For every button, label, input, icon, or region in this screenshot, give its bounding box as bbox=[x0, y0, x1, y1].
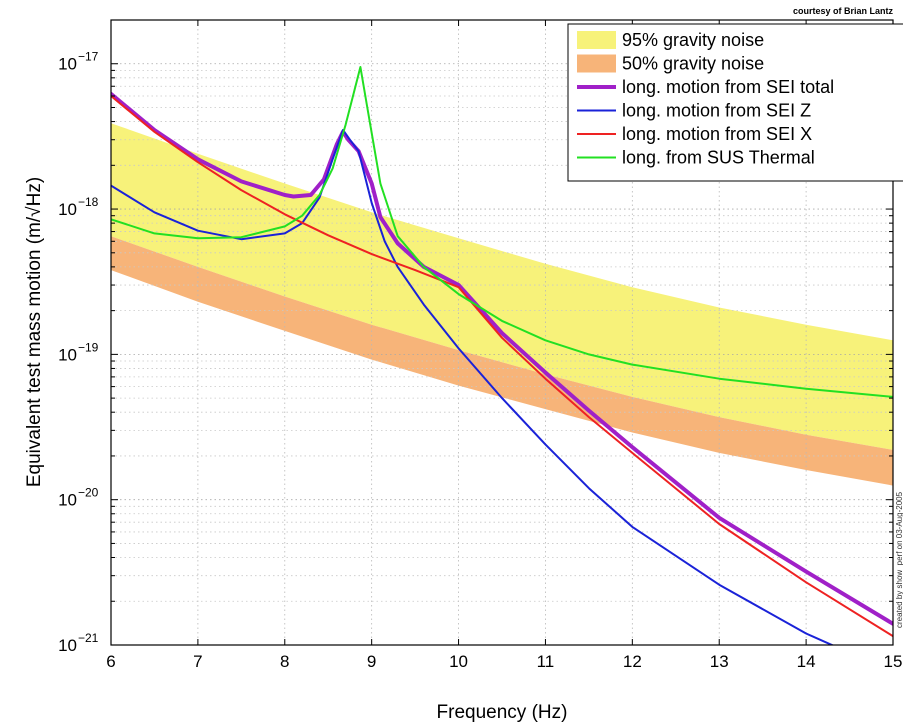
series-line-1 bbox=[111, 129, 835, 645]
y-tick-label: 10 −17 bbox=[58, 50, 99, 74]
x-tick-label: 15 bbox=[884, 652, 903, 671]
legend: 95% gravity noise 50% gravity noise long. … bbox=[567, 23, 903, 182]
x-tick-label: 9 bbox=[367, 652, 376, 671]
y-tick-base: 10 bbox=[58, 200, 77, 219]
legend-label: long. from SUS Thermal bbox=[622, 148, 815, 168]
y-axis-label: Equivalent test mass motion (m/√Hz) bbox=[24, 177, 45, 487]
legend-entry: long. motion from SEI Z bbox=[577, 101, 811, 121]
y-tick-label: 10 −21 bbox=[58, 631, 99, 655]
y-tick-exponent: −19 bbox=[78, 340, 99, 354]
legend-entry: 95% gravity noise bbox=[577, 30, 764, 50]
x-tick-label: 13 bbox=[710, 652, 729, 671]
legend-label: 50% gravity noise bbox=[622, 54, 764, 74]
y-tick-exponent: −21 bbox=[78, 631, 99, 645]
x-axis-label: Frequency (Hz) bbox=[437, 702, 568, 723]
legend-entry: long. motion from SEI X bbox=[577, 124, 812, 144]
legend-swatch bbox=[577, 31, 616, 49]
x-tick-label: 7 bbox=[193, 652, 202, 671]
legend-label: long. motion from SEI total bbox=[622, 77, 834, 97]
y-tick-exponent: −18 bbox=[78, 195, 99, 209]
series-line-3 bbox=[111, 66, 893, 398]
legend-swatch bbox=[577, 54, 616, 73]
legend-entry: long. motion from SEI total bbox=[577, 77, 834, 97]
credit-text: courtesy of Brian Lantz bbox=[793, 6, 894, 16]
y-tick-label: 10 −18 bbox=[58, 195, 99, 219]
legend-label: long. motion from SEI Z bbox=[622, 101, 811, 121]
legend-label: 95% gravity noise bbox=[622, 30, 764, 50]
y-tick-label: 10 −19 bbox=[58, 340, 99, 364]
x-tick-label: 11 bbox=[537, 652, 555, 671]
x-tick-label: 10 bbox=[449, 652, 468, 671]
y-tick-base: 10 bbox=[58, 55, 77, 74]
x-tick-label: 12 bbox=[623, 652, 642, 671]
x-tick-label: 6 bbox=[106, 652, 115, 671]
y-tick-base: 10 bbox=[58, 491, 77, 510]
y-tick-exponent: −20 bbox=[78, 486, 99, 500]
legend-entry: 50% gravity noise bbox=[577, 54, 764, 74]
x-tick-label: 8 bbox=[280, 652, 289, 671]
y-tick-exponent: −17 bbox=[78, 50, 99, 64]
y-tick-label: 10 −20 bbox=[58, 486, 99, 510]
legend-entry: long. from SUS Thermal bbox=[577, 148, 815, 168]
series-layer bbox=[111, 66, 893, 645]
y-tick-base: 10 bbox=[58, 636, 77, 655]
x-tick-labels: 6 7 8 9 10 11 12 13 14 15 bbox=[106, 652, 902, 671]
legend-box bbox=[567, 23, 903, 182]
legend-label: long. motion from SEI X bbox=[622, 124, 812, 144]
plot-frame bbox=[110, 19, 894, 646]
y-tick-base: 10 bbox=[58, 345, 77, 364]
x-tick-label: 14 bbox=[797, 652, 816, 671]
ticks-layer bbox=[110, 19, 894, 646]
created-by-stamp: created by show_perf on 03-Aug-2005 bbox=[895, 491, 903, 628]
series-line-2 bbox=[111, 95, 893, 638]
series-line-0 bbox=[111, 91, 893, 626]
band-1 bbox=[111, 236, 893, 486]
legend-entries: 95% gravity noise 50% gravity noise long. … bbox=[577, 30, 834, 168]
